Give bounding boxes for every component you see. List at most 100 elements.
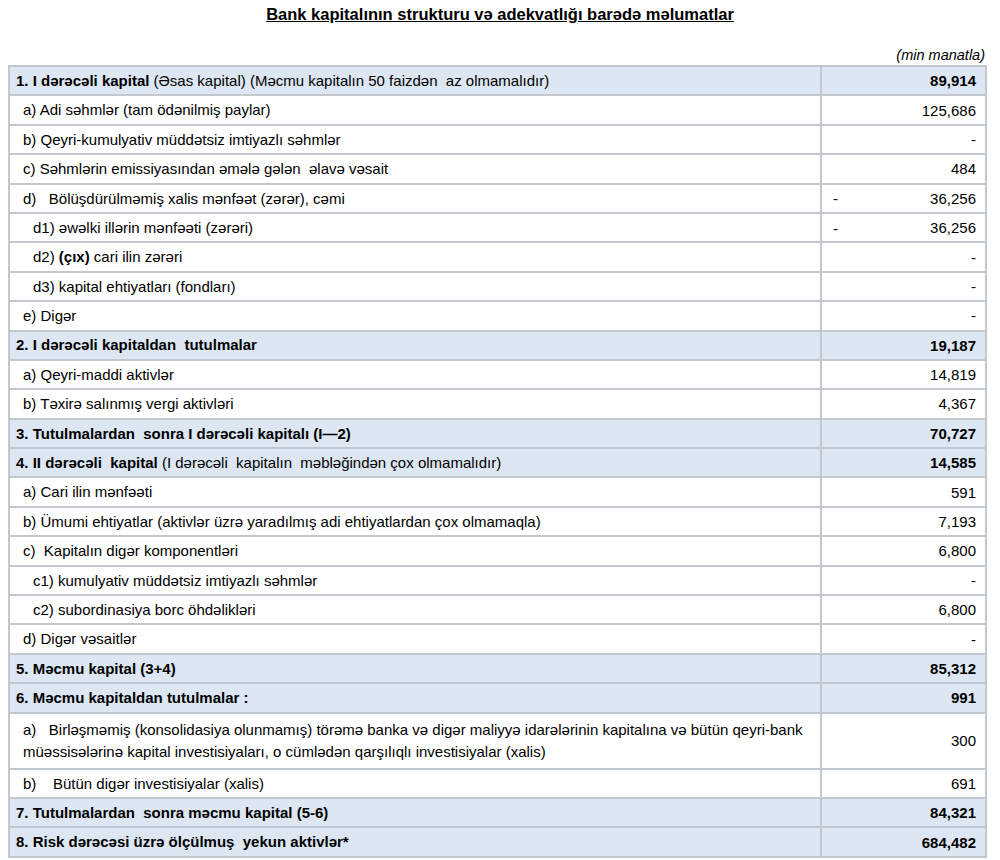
row-value-text: 36,256 <box>930 219 976 236</box>
row-value-text: 85,312 <box>930 660 976 677</box>
row-value: 991 <box>821 683 986 712</box>
negative-sign: - <box>833 190 838 207</box>
row-value-text: 4,367 <box>938 395 976 412</box>
row-value: - <box>821 624 986 653</box>
row-label: c) Kapitalın digər komponentləri <box>9 536 821 565</box>
row-value-text: 7,193 <box>938 513 976 530</box>
negative-sign: - <box>833 219 838 236</box>
row-value: 484 <box>821 154 986 183</box>
row-label-text: 5. Məcmu kapital (3+4) <box>16 660 176 677</box>
row-label-text: c) Kapitalın digər komponentləri <box>23 542 238 559</box>
row-label: c) Səhmlərin emissiyasından əmələ gələn … <box>9 154 821 183</box>
table-row: d2) (çıx) cari ilin zərəri- <box>9 242 986 271</box>
table-row: d3) kapital ehtiyatları (fondları)- <box>9 272 986 301</box>
row-value: 691 <box>821 769 986 798</box>
row-label-text: b) Ümumi ehtiyatlar (aktivlər üzrə yarad… <box>23 513 541 530</box>
table-row: c) Kapitalın digər komponentləri 6,800 <box>9 536 986 565</box>
row-value-text: - <box>971 131 976 148</box>
unit-note-row: (min manatla) <box>8 46 985 64</box>
table-body: 1. I dərəcəli kapital (Əsas kapital) (Mə… <box>9 66 986 857</box>
table-row: 5. Məcmu kapital (3+4) 85,312 <box>9 654 986 683</box>
table-row: 2. I dərəcəli kapitaldan tutulmalar 19,18… <box>9 331 986 360</box>
table-row: e) Digər - <box>9 301 986 330</box>
row-label: 3. Tutulmalardan sonra I dərəcəli kapita… <box>9 419 821 448</box>
row-value-text: 14,585 <box>930 454 976 471</box>
row-value: 89,914 <box>821 66 986 95</box>
row-label: b) Təxirə salınmış vergi aktivləri <box>9 389 821 418</box>
row-value-text: - <box>971 631 976 648</box>
row-label: b) Qeyri-kumulyativ müddətsiz imtiyazlı … <box>9 125 821 154</box>
row-label: e) Digər <box>9 301 821 330</box>
row-label-text: 2. I dərəcəli kapitaldan tutulmalar <box>16 336 257 353</box>
capital-structure-table: 1. I dərəcəli kapital (Əsas kapital) (Mə… <box>8 65 987 858</box>
row-value-text: 691 <box>951 775 976 792</box>
table-row: a) Cari ilin mənfəəti 591 <box>9 477 986 506</box>
row-label: a) Birləşməmiş (konsolidasiya olunmamış)… <box>9 713 821 769</box>
row-value-text: 36,256 <box>930 190 976 207</box>
row-value: 300 <box>821 713 986 769</box>
unit-note: (min manatla) <box>896 47 985 63</box>
row-value: 591 <box>821 477 986 506</box>
row-label-text: c) Səhmlərin emissiyasından əmələ gələn … <box>23 160 388 177</box>
row-value: 19,187 <box>821 331 986 360</box>
row-value-text: 6,800 <box>938 601 976 618</box>
row-value: - 36,256 <box>821 213 986 242</box>
table-row: 7. Tutulmalardan sonra məcmu kapital (5-… <box>9 798 986 827</box>
row-value: 684,482 <box>821 827 986 856</box>
row-value-text: - <box>971 307 976 324</box>
row-value: 125,686 <box>821 95 986 124</box>
row-label: c2) subordinasiya borc öhdəlikləri <box>9 595 821 624</box>
row-label-text: (çıx) <box>59 248 90 265</box>
row-value-text: 684,482 <box>922 834 976 851</box>
table-row: b) Təxirə salınmış vergi aktivləri 4,367 <box>9 389 986 418</box>
row-label-text: (I dərəcəli kapitalın məbləğindən çox ol… <box>162 454 501 471</box>
table-row: a) Qeyri-maddi aktivlər 14,819 <box>9 360 986 389</box>
row-label: 8. Risk dərəcəsi üzrə ölçülmuş yekun akt… <box>9 827 821 856</box>
row-label-text: a) Cari ilin mənfəəti <box>23 483 152 500</box>
row-label-text: 8. Risk dərəcəsi üzrə ölçülmuş yekun akt… <box>16 833 349 850</box>
row-label: 1. I dərəcəli kapital (Əsas kapital) (Mə… <box>9 66 821 95</box>
row-value: 84,321 <box>821 798 986 827</box>
row-value-text: 14,819 <box>930 366 976 383</box>
row-label-text: c2) subordinasiya borc öhdəlikləri <box>33 601 256 618</box>
row-label: b) Bütün digər investisiyalar (xalis) <box>9 769 821 798</box>
row-label-text: b) Təxirə salınmış vergi aktivləri <box>23 395 234 412</box>
table-row: 8. Risk dərəcəsi üzrə ölçülmuş yekun akt… <box>9 827 986 856</box>
row-label: d) Bölüşdürülməmiş xalis mənfəət (zərər)… <box>9 184 821 213</box>
row-label-text: b) Qeyri-kumulyativ müddətsiz imtiyazlı … <box>23 131 341 148</box>
row-value-text: - <box>971 249 976 266</box>
row-label-text: d) Digər vəsaitlər <box>23 630 136 647</box>
table-row: 1. I dərəcəli kapital (Əsas kapital) (Mə… <box>9 66 986 95</box>
row-value-text: - <box>971 572 976 589</box>
row-value: 7,193 <box>821 507 986 536</box>
row-label-text: a) Adi səhmlər (tam ödənilmiş paylar) <box>23 101 271 118</box>
row-label-text: 1. I dərəcəli kapital <box>16 72 154 89</box>
row-label-text: d1) əwəlki illərin mənfəəti (zərəri) <box>33 219 253 236</box>
row-value: - <box>821 242 986 271</box>
row-label-text: (Əsas kapital) (Məcmu kapitalın 50 faizd… <box>154 72 550 89</box>
row-value-text: 6,800 <box>938 542 976 559</box>
row-label: 7. Tutulmalardan sonra məcmu kapital (5-… <box>9 798 821 827</box>
row-label: 6. Məcmu kapitaldan tutulmalar : <box>9 683 821 712</box>
table-row: c1) kumulyativ müddətsiz imtiyazlı səhml… <box>9 566 986 595</box>
row-value-text: 591 <box>951 484 976 501</box>
row-label: d) Digər vəsaitlər <box>9 624 821 653</box>
row-value-text: 89,914 <box>930 72 976 89</box>
table-row: c) Səhmlərin emissiyasından əmələ gələn … <box>9 154 986 183</box>
row-label: c1) kumulyativ müddətsiz imtiyazlı səhml… <box>9 566 821 595</box>
row-label-text: a) Birləşməmiş (konsolidasiya olunmamış)… <box>23 721 807 760</box>
row-label-text: d3) kapital ehtiyatları (fondları) <box>33 278 236 295</box>
row-value-text: 70,727 <box>930 425 976 442</box>
row-label-text: d) Bölüşdürülməmiş xalis mənfəət (zərər)… <box>23 190 345 207</box>
row-value: 6,800 <box>821 536 986 565</box>
row-value: - 36,256 <box>821 184 986 213</box>
row-label-text: 6. Məcmu kapitaldan tutulmalar : <box>16 689 249 706</box>
table-row: d) Digər vəsaitlər - <box>9 624 986 653</box>
row-label-text: e) Digər <box>23 307 76 324</box>
table-row: 4. II dərəcəli kapital (I dərəcəli kapit… <box>9 448 986 477</box>
row-label-text: c1) kumulyativ müddətsiz imtiyazlı səhml… <box>33 572 317 589</box>
row-label-text: a) Qeyri-maddi aktivlər <box>23 366 174 383</box>
table-row: a) Birləşməmiş (konsolidasiya olunmamış)… <box>9 713 986 769</box>
table-row: b) Bütün digər investisiyalar (xalis) 691 <box>9 769 986 798</box>
row-value: 14,819 <box>821 360 986 389</box>
